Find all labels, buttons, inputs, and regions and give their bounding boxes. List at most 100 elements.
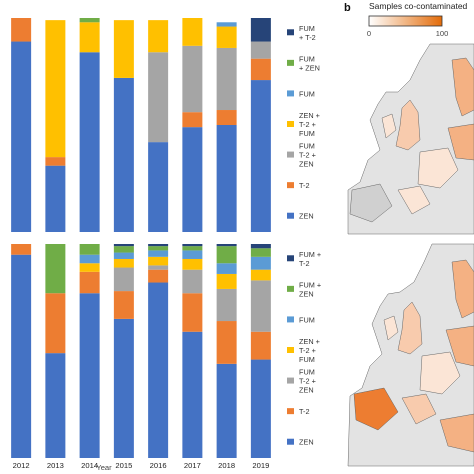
legend-swatch-4 xyxy=(287,151,294,158)
bar-segment-zen-2019 xyxy=(250,359,271,458)
legend-label-5: T-2 xyxy=(299,181,310,190)
bar-segment-fum-zen-2014 xyxy=(79,18,100,23)
legend-label-3: ZEN + T-2 + FUM xyxy=(299,337,320,364)
legend-label-3: ZEN + T-2 + FUM xyxy=(299,111,320,138)
bar-segment-t-2-2019 xyxy=(250,58,271,81)
bar-segment-fum-zen-2014 xyxy=(79,244,100,255)
legend-swatch-5 xyxy=(287,408,294,415)
bar-segment-t-2-2017 xyxy=(182,112,203,128)
bar-segment-zen-t-2-t-2-2017 xyxy=(182,18,203,46)
legend-swatch-0 xyxy=(287,255,294,262)
legend-swatch-6 xyxy=(287,212,294,219)
bar-segment-fum-t-2-2016 xyxy=(148,244,169,247)
region-balkans-bottom xyxy=(439,413,474,453)
bar-segment-zen-t-2-t-2-2016 xyxy=(148,256,169,266)
bar-segment-zen-t-2-t-2-2014 xyxy=(79,263,100,272)
region-uk-top xyxy=(395,99,421,151)
region-central-bottom xyxy=(419,351,461,395)
bar-segment-zen-2013 xyxy=(45,165,66,232)
bar-segment-zen-2017 xyxy=(182,331,203,458)
legend-swatch-3 xyxy=(287,121,294,127)
bar-segment-fum-zen-2017 xyxy=(182,246,203,251)
bar-segment-zen-t-2-fum-2018 xyxy=(216,47,237,111)
bar-segment-zen-2014 xyxy=(79,52,100,232)
stacked-bar-chart-bottom: 2012 2013 2014 2015 2016 2017 2018 2019 xyxy=(11,244,271,470)
x-axis-title: Year xyxy=(96,463,112,472)
bar-segment-t-2-2018 xyxy=(216,321,237,364)
bar-segment-zen-2019 xyxy=(250,80,271,232)
bar-segment-zen-2018 xyxy=(216,363,237,458)
bar-segment-t-2-2018 xyxy=(216,110,237,125)
region-scandinavia-bottom xyxy=(451,259,474,319)
region-ireland-top xyxy=(381,113,397,139)
legend-label-6: ZEN xyxy=(299,438,314,447)
legend-label-0: FUM + T-2 xyxy=(299,250,321,268)
legend-swatch-5 xyxy=(287,182,294,189)
x-tick-label-2017: 2017 xyxy=(184,461,201,470)
legend-bottom: FUM + T-2 FUM + ZEN FUM ZEN + T-2 + FUM FUM T-2 +… xyxy=(287,250,321,447)
bar-segment-fum-2018 xyxy=(216,263,237,274)
bar-segment-zen-t-2-t-2-2015 xyxy=(113,258,134,268)
bar-segment-t-2-2012 xyxy=(11,244,32,255)
bar-segment-zen-t-2-t-2-2018 xyxy=(216,273,237,289)
bar-segment-zen-t-2-t-2-2017 xyxy=(182,258,203,270)
region-france-top xyxy=(397,185,431,215)
region-iberia-top xyxy=(349,183,393,223)
colorbar xyxy=(368,15,443,27)
legend-label-1: FUM + ZEN xyxy=(299,54,320,72)
bar-segment-zen-t-2-fum-2019 xyxy=(250,280,271,332)
legend-label-4: FUM T-2 + ZEN xyxy=(299,368,316,395)
bar-segment-zen-t-2-t-2-2016 xyxy=(148,20,169,53)
colorbar-min-label: 0 xyxy=(367,29,371,38)
bar-segment-zen-2016 xyxy=(148,142,169,232)
bar-segment-zen-2012 xyxy=(11,41,32,232)
legend-swatch-1 xyxy=(287,59,294,66)
x-tick-label-2012: 2012 xyxy=(13,461,30,470)
bar-segment-zen-2014 xyxy=(79,293,100,458)
region-ireland-bottom xyxy=(383,315,399,341)
bar-segment-t-2-2017 xyxy=(182,293,203,332)
bar-segment-zen-t-2-t-2-2013 xyxy=(45,20,66,158)
bar-segment-fum-zen-2013 xyxy=(45,244,66,294)
bar-segment-zen-2013 xyxy=(45,353,66,458)
bar-segment-fum-t-2-2018 xyxy=(216,244,237,247)
bar-segment-fum-t-2-2015 xyxy=(113,244,134,247)
x-tick-label-2019: 2019 xyxy=(252,461,269,470)
legend-label-2: FUM xyxy=(299,315,315,324)
panel-b: b Samples co-contaminated 0 100 xyxy=(344,1,474,467)
x-tick-label-2013: 2013 xyxy=(47,461,64,470)
bar-segment-zen-2018 xyxy=(216,125,237,232)
bar-segment-zen-2017 xyxy=(182,127,203,232)
bar-segment-zen-2012 xyxy=(11,254,32,458)
panel-letter-b: b xyxy=(344,2,351,14)
legend-swatch-2 xyxy=(287,316,294,323)
bar-segment-t-2-2013 xyxy=(45,157,66,166)
bar-segment-zen-2016 xyxy=(148,282,169,458)
bar-segment-fum-zen-2016 xyxy=(148,246,169,251)
region-iberia-bottom xyxy=(353,387,399,431)
bar-segment-fum-2019 xyxy=(250,256,271,270)
legend-top: FUM + T-2 FUM + ZEN FUM ZEN + T-2 + FUM FUM T-2 +… xyxy=(287,24,320,221)
colorbar-max-label: 100 xyxy=(436,29,449,38)
bar-segment-zen-t-2-fum-2016 xyxy=(148,265,169,270)
europe-map-top xyxy=(347,43,474,235)
bar-segment-fum-2017 xyxy=(182,250,203,259)
region-uk-bottom xyxy=(397,301,423,355)
bar-segment-fum-2014 xyxy=(79,254,100,264)
bar-segment-zen-t-2-fum-2017 xyxy=(182,45,203,113)
bar-segment-zen-t-2-fum-2016 xyxy=(148,52,169,143)
bar-segment-t-2-2014 xyxy=(79,271,100,294)
bar-segment-t-2-2013 xyxy=(45,293,66,354)
bar-segment-zen-2015 xyxy=(113,77,134,232)
bar-segment-t-2-2015 xyxy=(113,291,134,319)
bar-segment-fum-zen-2018 xyxy=(216,246,237,264)
legend-label-0: FUM + T-2 xyxy=(299,24,316,42)
bar-segment-zen-t-2-fum-2019 xyxy=(250,41,271,59)
stacked-bar-chart-top xyxy=(11,18,271,232)
region-france-bottom xyxy=(401,393,437,425)
bar-segment-zen-t-2-t-2-2014 xyxy=(79,22,100,53)
legend-swatch-1 xyxy=(287,285,294,292)
bar-segment-zen-t-2-fum-2017 xyxy=(182,269,203,294)
bar-segment-fum-t-2-2019 xyxy=(250,244,271,249)
